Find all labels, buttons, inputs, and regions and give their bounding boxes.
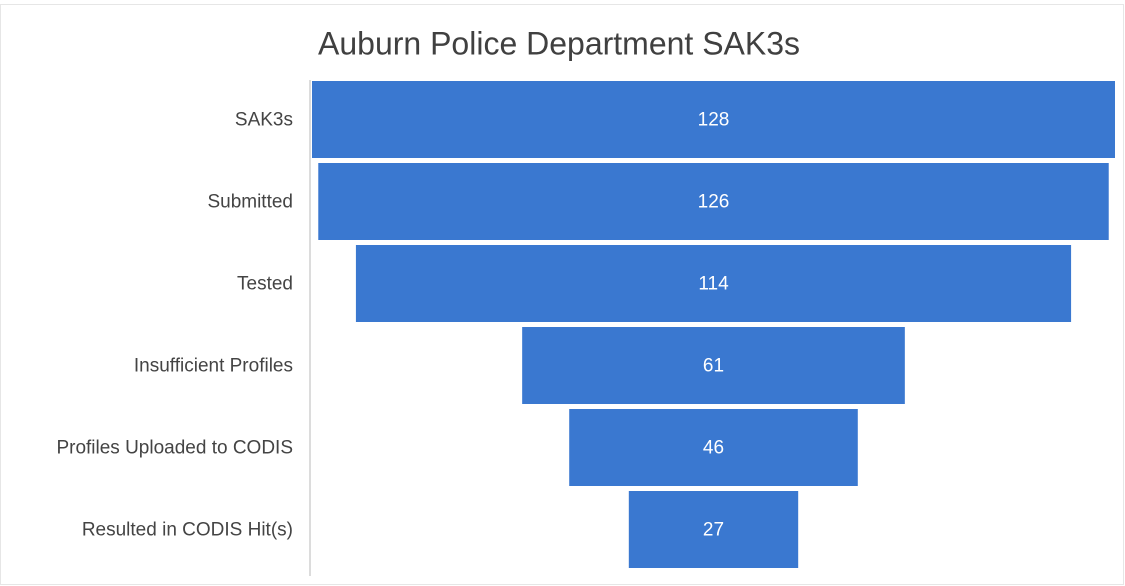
chart-border (0, 4, 1124, 585)
funnel-bar (312, 81, 1115, 158)
funnel-bar (355, 245, 1072, 322)
category-label: Tested (237, 274, 293, 295)
funnel-bar (318, 163, 1109, 240)
data-label: 128 (698, 110, 730, 131)
funnel-bar (569, 409, 858, 486)
category-label: SAK3s (235, 110, 293, 131)
chart-title: Auburn Police Department SAK3s (318, 25, 800, 61)
data-label: 61 (703, 356, 724, 377)
category-label: Insufficient Profiles (134, 356, 293, 377)
funnel-bar (522, 327, 905, 404)
category-label: Profiles Uploaded to CODIS (56, 438, 293, 459)
category-label: Resulted in CODIS Hit(s) (82, 520, 293, 541)
data-label: 126 (698, 192, 730, 213)
data-label: 46 (703, 438, 724, 459)
data-label: 114 (698, 274, 729, 295)
category-label: Submitted (207, 192, 293, 213)
data-label: 27 (703, 520, 724, 541)
funnel-bar (628, 491, 799, 568)
